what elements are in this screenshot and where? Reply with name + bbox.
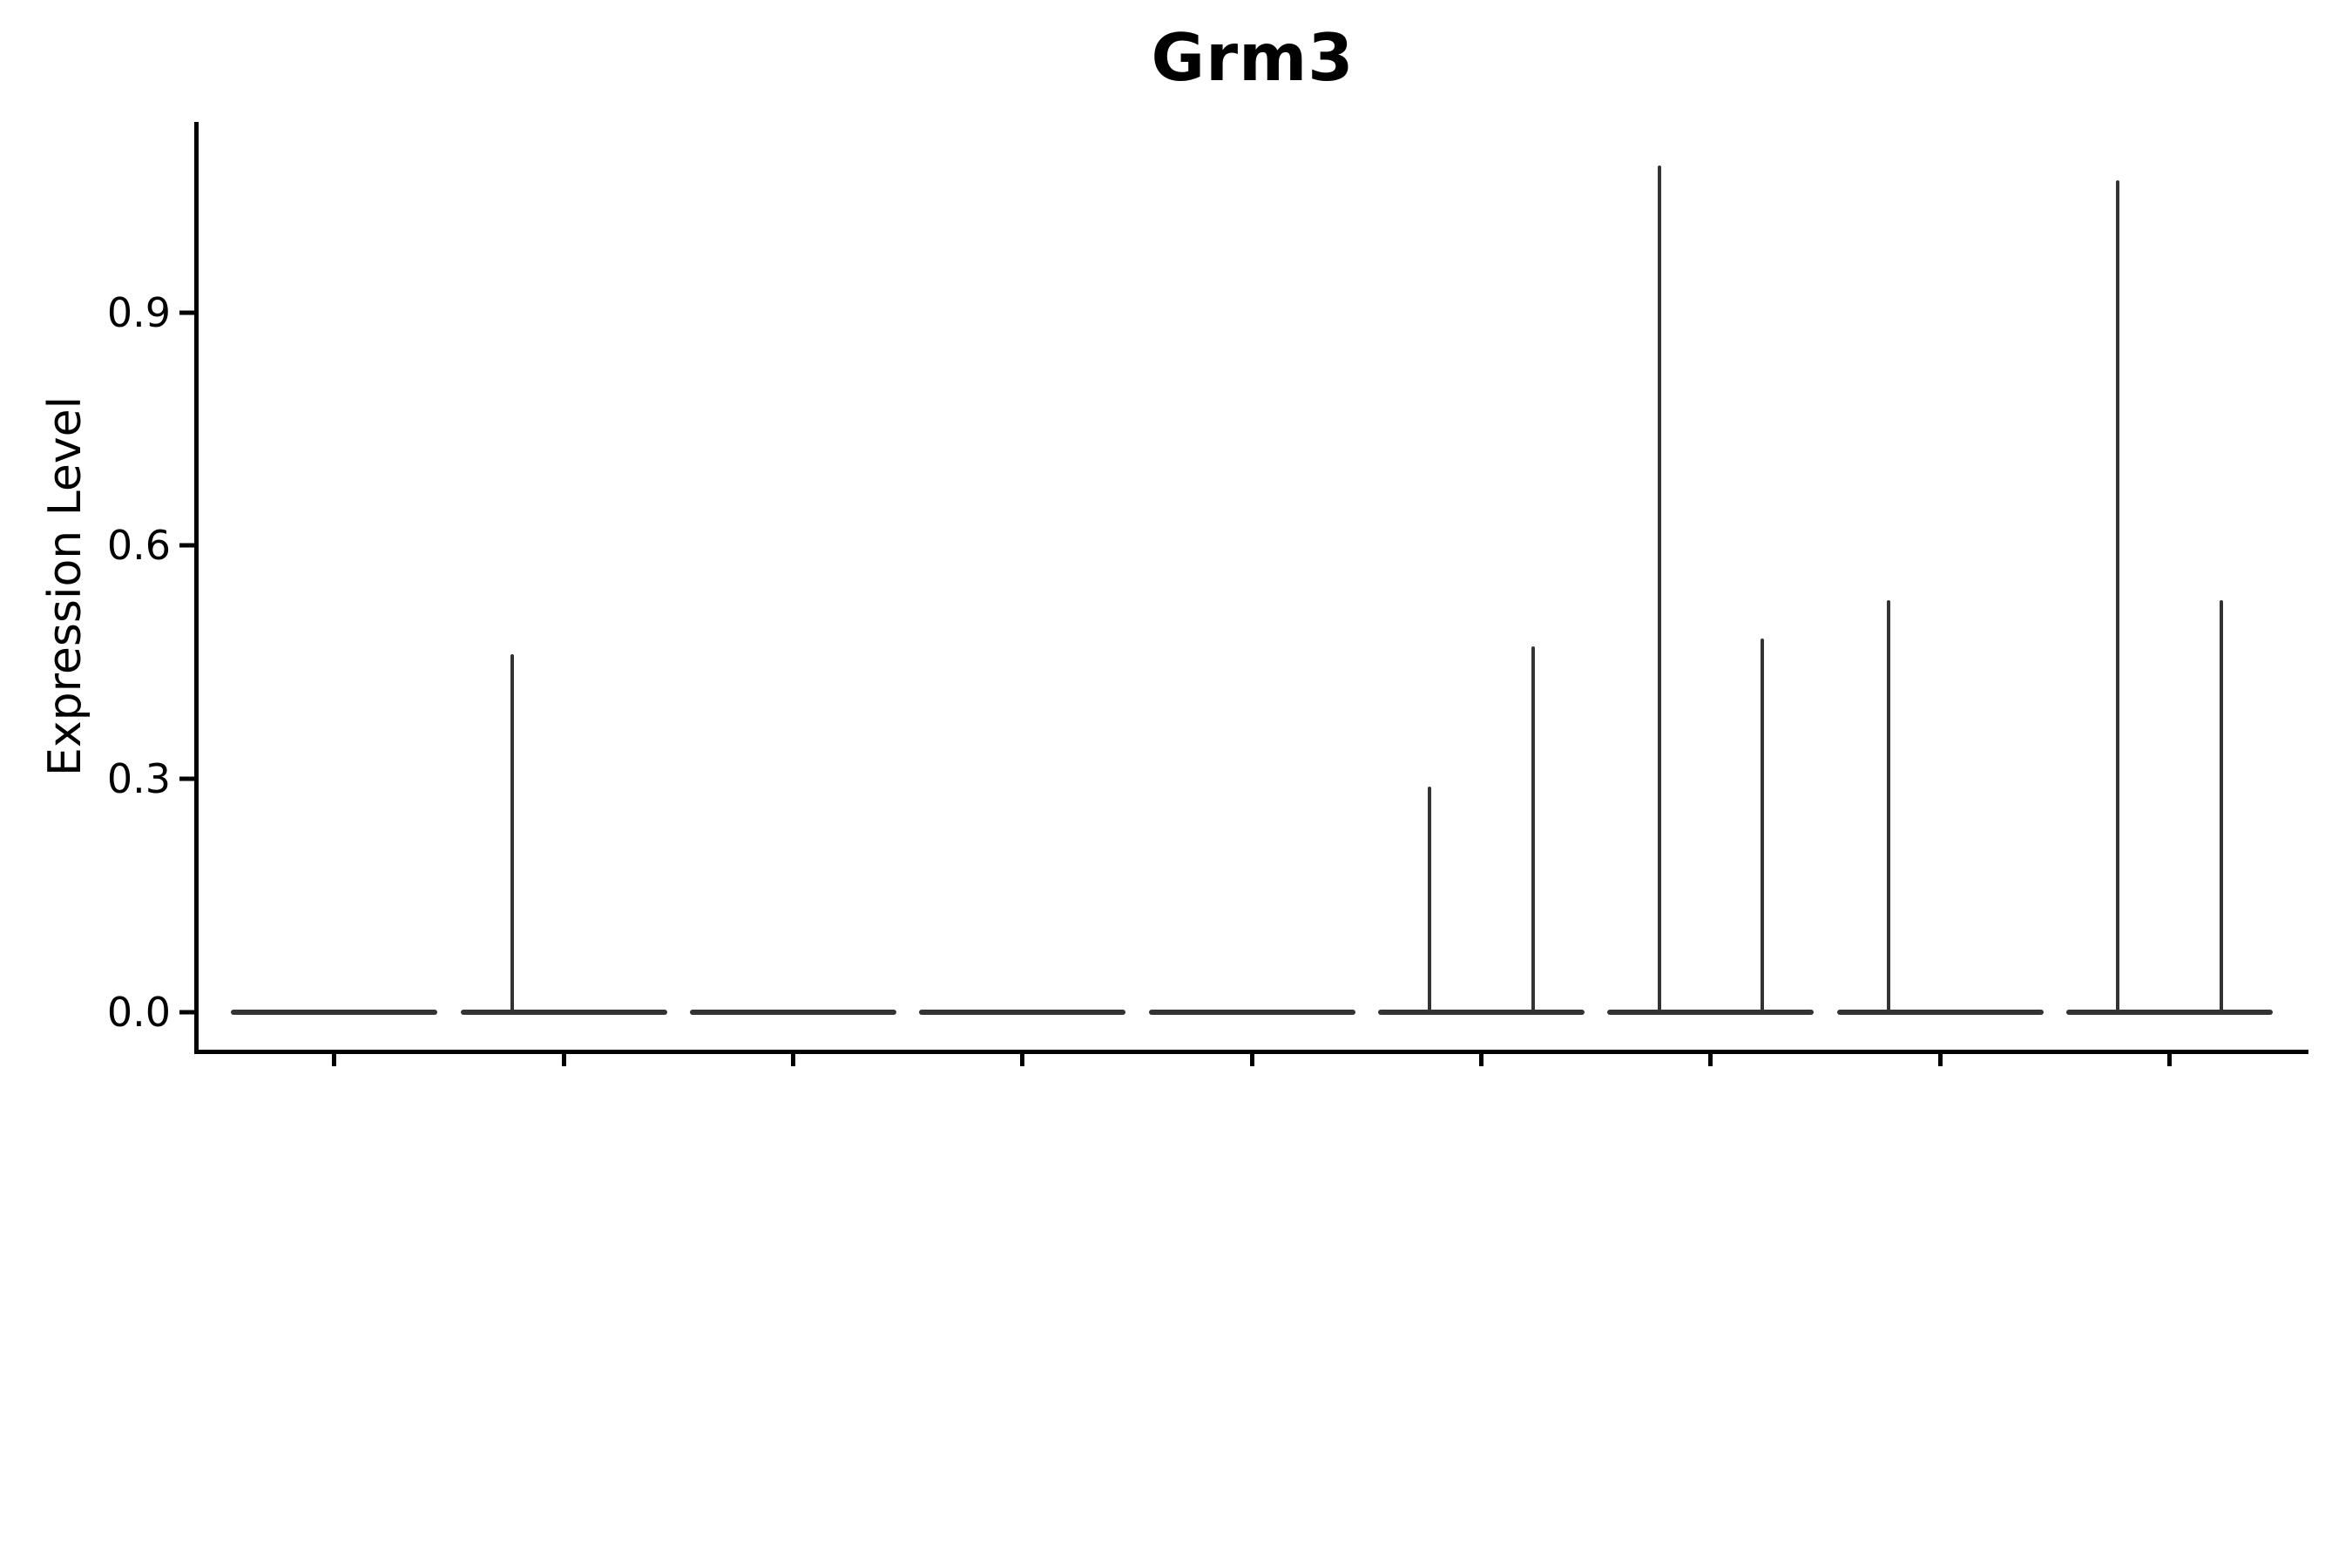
violin-baseline (2066, 1009, 2274, 1015)
y-tick-label: 0.6 (106, 522, 171, 570)
violin-baseline (1378, 1009, 1585, 1015)
x-tick-mark (1479, 1051, 1484, 1066)
violin-spike-left (510, 654, 514, 1014)
y-tick-mark (179, 543, 197, 548)
violin-spike-left (1657, 165, 1661, 1014)
violin-baseline (231, 1009, 438, 1015)
violin-baseline (1607, 1009, 1815, 1015)
y-tick-label: 0.3 (106, 754, 171, 802)
y-tick-label: 0.0 (106, 988, 171, 1036)
x-tick-mark (1020, 1051, 1025, 1066)
y-tick-label: 0.9 (106, 288, 171, 336)
x-tick-mark (332, 1051, 337, 1066)
violin-baseline (690, 1009, 897, 1015)
violin-spike-right (2219, 599, 2223, 1014)
y-tick-mark (179, 1010, 197, 1014)
violin-spike-left (2116, 180, 2120, 1014)
y-axis-line (194, 122, 199, 1054)
x-tick-mark (1249, 1051, 1254, 1066)
x-tick-mark (2167, 1051, 2173, 1066)
violin-spike-right (1531, 646, 1535, 1014)
violin-spike-left (1887, 599, 1891, 1014)
y-tick-mark (179, 776, 197, 781)
x-tick-mark (1708, 1051, 1713, 1066)
x-tick-mark (561, 1051, 566, 1066)
violin-baseline (460, 1009, 667, 1015)
x-tick-mark (1937, 1051, 1943, 1066)
violin-spike-left (1428, 786, 1432, 1014)
y-tick-mark (179, 310, 197, 315)
violin-baseline (919, 1009, 1126, 1015)
violin-baseline (1148, 1009, 1355, 1015)
violin-spike-right (1761, 639, 1765, 1014)
violin-baseline (1836, 1009, 2044, 1015)
chart-title: Grm3 (1151, 19, 1355, 96)
x-tick-mark (791, 1051, 796, 1066)
